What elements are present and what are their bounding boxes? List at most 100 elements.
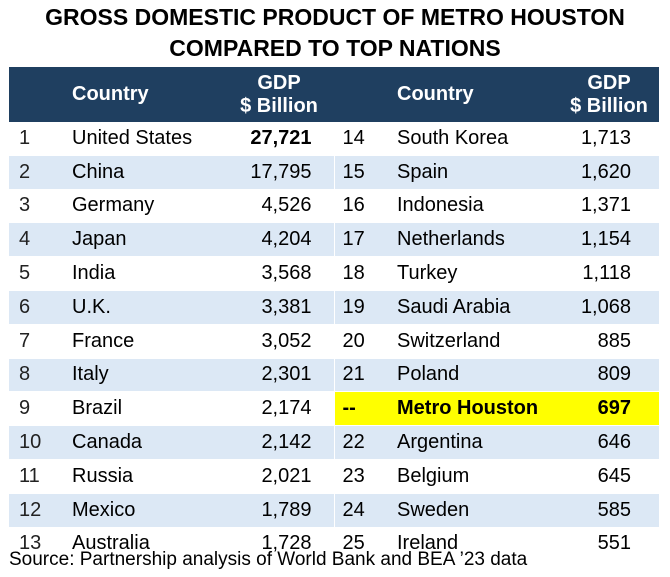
right-gdp-cell: 645 — [559, 459, 659, 494]
left-rank-cell: 10 — [9, 425, 64, 460]
left-country-cell: Canada — [64, 425, 224, 460]
left-rank-cell: 1 — [9, 122, 64, 156]
right-gdp-cell: 646 — [559, 425, 659, 460]
right-gdp-cell: 1,620 — [559, 155, 659, 190]
right-country-cell: Turkey — [389, 256, 559, 291]
right-gdp-cell: 551 — [559, 527, 659, 562]
left-country-cell: France — [64, 324, 224, 359]
table-row: 7 France 3,052 20 Switzerland 885 — [9, 324, 659, 359]
left-country-cell: Germany — [64, 189, 224, 224]
table-row: 13 Australia 1,728 25 Ireland 551 — [9, 527, 659, 562]
header-gdp-unit: $ Billion — [240, 94, 318, 117]
chart-title: GROSS DOMESTIC PRODUCT OF METRO HOUSTON … — [0, 2, 670, 64]
left-country-cell: U.K. — [64, 290, 224, 325]
right-rank-cell: 23 — [333, 459, 389, 494]
right-rank-cell: 24 — [333, 493, 389, 528]
left-gdp-cell: 4,526 — [224, 189, 334, 224]
table-row: 1 United States 27,721 14 South Korea 1,713 — [9, 122, 659, 156]
right-rank-cell: 19 — [333, 290, 389, 325]
right-gdp-cell: 1,713 — [559, 122, 659, 156]
left-country-cell: Russia — [64, 459, 224, 494]
right-country-cell: Belgium — [389, 459, 559, 494]
table-row: 3 Germany 4,526 16 Indonesia 1,371 — [9, 189, 659, 224]
gdp-table: Country GDP $ Billion Country GDP $ Bill… — [9, 67, 659, 562]
right-country-cell: Sweden — [389, 493, 559, 528]
right-country-cell: Metro Houston — [389, 391, 559, 427]
right-gdp-cell: 585 — [559, 493, 659, 528]
right-rank-cell: 25 — [333, 527, 389, 562]
right-gdp-cell: 885 — [559, 324, 659, 359]
left-country-cell: China — [64, 155, 224, 190]
left-country-cell: Japan — [64, 222, 224, 258]
right-gdp-cell: 1,154 — [559, 222, 659, 258]
left-rank-cell: 5 — [9, 256, 64, 291]
left-gdp-cell: 17,795 — [224, 155, 334, 190]
left-gdp-cell: 27,721 — [224, 122, 334, 156]
header-gdp-right: GDP $ Billion — [559, 67, 659, 122]
right-gdp-cell: 1,068 — [559, 290, 659, 325]
right-country-cell: Spain — [389, 155, 559, 190]
right-rank-cell: 15 — [333, 155, 389, 190]
header-gdp-left: GDP $ Billion — [224, 67, 334, 122]
right-rank-cell: 20 — [333, 324, 389, 359]
table-header-row: Country GDP $ Billion Country GDP $ Bill… — [9, 67, 659, 122]
right-country-cell: Poland — [389, 358, 559, 393]
table-row: 11 Russia 2,021 23 Belgium 645 — [9, 459, 659, 494]
right-country-cell: Saudi Arabia — [389, 290, 559, 325]
table-row: 6 U.K. 3,381 19 Saudi Arabia 1,068 — [9, 290, 659, 325]
table-row: 5 India 3,568 18 Turkey 1,118 — [9, 256, 659, 291]
left-rank-cell: 7 — [9, 324, 64, 359]
left-rank-cell: 6 — [9, 290, 64, 325]
header-gdp-label: GDP — [257, 71, 301, 94]
table-row: 12 Mexico 1,789 24 Sweden 585 — [9, 493, 659, 528]
right-country-cell: Indonesia — [389, 189, 559, 224]
right-gdp-cell: 697 — [559, 391, 659, 427]
right-rank-cell: -- — [333, 391, 389, 427]
left-country-cell: United States — [64, 122, 224, 156]
left-gdp-cell: 2,174 — [224, 391, 334, 427]
right-gdp-cell: 1,118 — [559, 256, 659, 291]
left-country-cell: India — [64, 256, 224, 291]
right-rank-cell: 14 — [333, 122, 389, 156]
header-rank-right — [334, 67, 389, 122]
left-gdp-cell: 2,301 — [224, 358, 334, 393]
right-gdp-cell: 809 — [559, 358, 659, 393]
right-country-cell: Argentina — [389, 425, 559, 460]
left-country-cell: Australia — [64, 527, 224, 562]
left-rank-cell: 11 — [9, 459, 64, 494]
right-gdp-cell: 1,371 — [559, 189, 659, 224]
header-rank-left — [9, 67, 64, 122]
right-rank-cell: 17 — [333, 222, 389, 258]
left-country-cell: Brazil — [64, 391, 224, 427]
left-country-cell: Italy — [64, 358, 224, 393]
right-country-cell: Ireland — [389, 527, 559, 562]
source-note: Source: Partnership analysis of World Ba… — [9, 549, 528, 570]
table-row: 4 Japan 4,204 17 Netherlands 1,154 — [9, 222, 659, 258]
header-gdp-unit: $ Billion — [570, 94, 648, 117]
left-gdp-cell: 3,568 — [224, 256, 334, 291]
right-rank-cell: 22 — [333, 425, 389, 460]
right-rank-cell: 21 — [333, 358, 389, 393]
left-rank-cell: 8 — [9, 358, 64, 393]
right-country-cell: South Korea — [389, 122, 559, 156]
header-country-right: Country — [389, 67, 559, 122]
left-gdp-cell: 3,052 — [224, 324, 334, 359]
left-country-cell: Mexico — [64, 493, 224, 528]
left-gdp-cell: 2,142 — [224, 425, 334, 460]
right-rank-cell: 16 — [333, 189, 389, 224]
left-gdp-cell: 1,789 — [224, 493, 334, 528]
title-line-1: GROSS DOMESTIC PRODUCT OF METRO HOUSTON — [45, 4, 625, 30]
header-country-left: Country — [64, 67, 224, 122]
right-country-cell: Netherlands — [389, 222, 559, 258]
left-gdp-cell: 3,381 — [224, 290, 334, 325]
left-rank-cell: 2 — [9, 155, 64, 190]
table-row: 10 Canada 2,142 22 Argentina 646 — [9, 425, 659, 460]
title-line-2: COMPARED TO TOP NATIONS — [169, 35, 501, 61]
left-rank-cell: 4 — [9, 222, 64, 258]
right-rank-cell: 18 — [333, 256, 389, 291]
header-gdp-label: GDP — [587, 71, 631, 94]
table-row: 8 Italy 2,301 21 Poland 809 — [9, 358, 659, 393]
right-country-cell: Switzerland — [389, 324, 559, 359]
left-gdp-cell: 1,728 — [224, 527, 334, 562]
table-body: 1 United States 27,721 14 South Korea 1,713 2 C… — [9, 122, 659, 562]
